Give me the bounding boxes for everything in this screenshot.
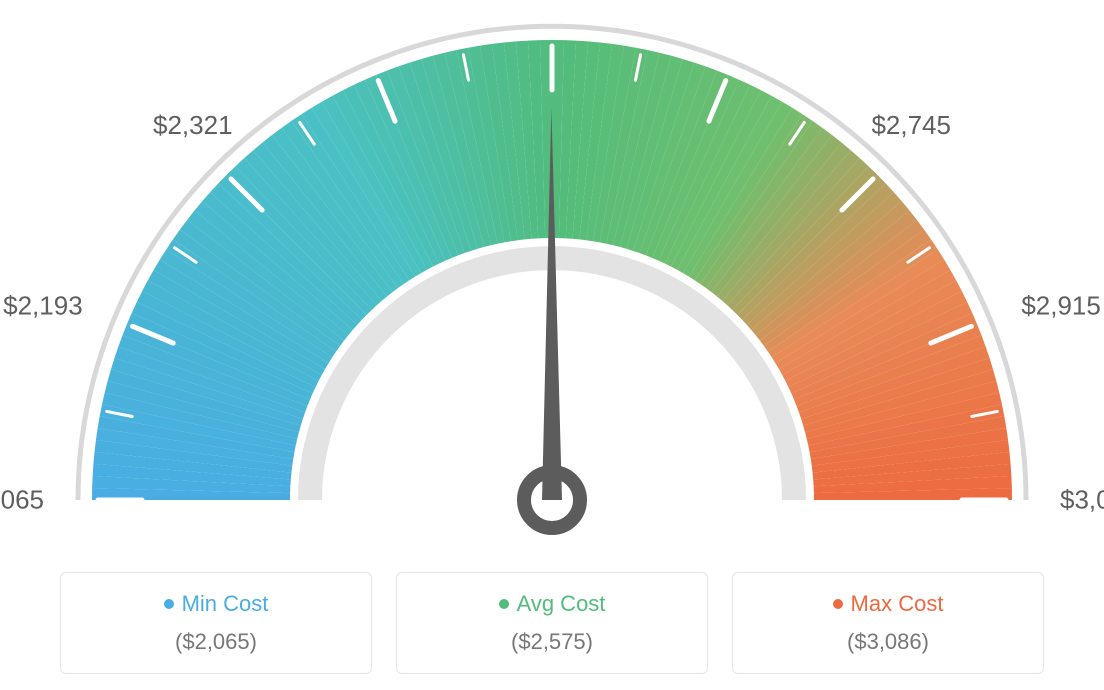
- gauge-tick-label: $2,745: [871, 110, 951, 141]
- legend-dot-min: [164, 599, 174, 609]
- legend-label-avg: Avg Cost: [517, 591, 606, 617]
- legend-row: Min Cost ($2,065) Avg Cost ($2,575) Max …: [60, 572, 1044, 674]
- gauge-tick-label: $2,915: [1021, 290, 1101, 321]
- gauge-svg: [0, 0, 1104, 560]
- legend-dot-avg: [499, 599, 509, 609]
- gauge-tick-label: $2,193: [3, 290, 83, 321]
- gauge-tick-label: $2,065: [0, 485, 44, 516]
- gauge-chart: $2,065$2,193$2,321$2,575$2,745$2,915$3,0…: [0, 0, 1104, 560]
- legend-top-min: Min Cost: [164, 591, 269, 617]
- legend-card-min: Min Cost ($2,065): [60, 572, 372, 674]
- legend-top-avg: Avg Cost: [499, 591, 606, 617]
- legend-card-max: Max Cost ($3,086): [732, 572, 1044, 674]
- legend-dot-max: [833, 599, 843, 609]
- gauge-tick-label: $2,321: [153, 110, 233, 141]
- legend-value-avg: ($2,575): [511, 629, 593, 655]
- legend-label-max: Max Cost: [851, 591, 944, 617]
- legend-value-min: ($2,065): [175, 629, 257, 655]
- legend-card-avg: Avg Cost ($2,575): [396, 572, 708, 674]
- gauge-tick-label: $3,086: [1060, 485, 1104, 516]
- legend-value-max: ($3,086): [847, 629, 929, 655]
- legend-label-min: Min Cost: [182, 591, 269, 617]
- legend-top-max: Max Cost: [833, 591, 944, 617]
